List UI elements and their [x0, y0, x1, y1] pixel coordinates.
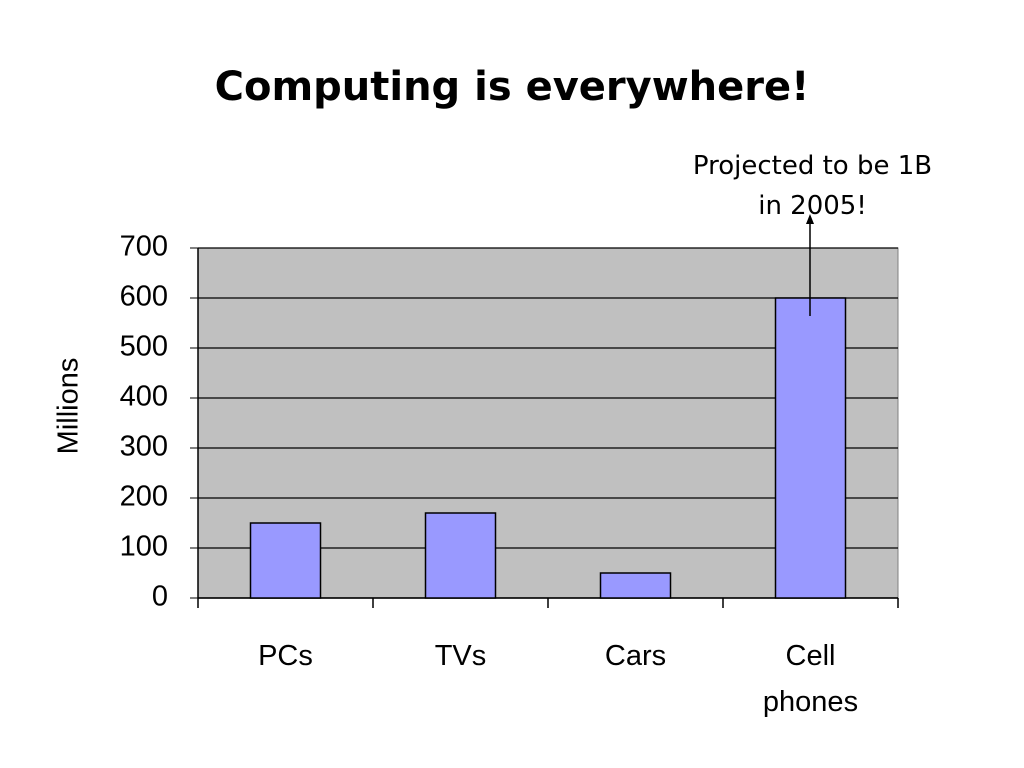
chart-title: Computing is everywhere! — [214, 64, 810, 110]
y-tick-label: 200 — [120, 481, 168, 513]
x-tick-label: TVs — [434, 640, 487, 672]
x-tick-label: PCs — [258, 640, 313, 672]
x-tick-label: Cars — [604, 640, 667, 672]
annotation: Projected to be 1B in 2005! — [692, 151, 933, 221]
bar — [249, 522, 322, 599]
bar — [774, 297, 847, 599]
y-tick-label: 500 — [120, 331, 168, 363]
y-tick-label: 700 — [120, 231, 168, 263]
y-tick-label: 0 — [152, 581, 168, 613]
x-tick-label: Cell phones — [762, 640, 859, 718]
bar — [599, 572, 672, 599]
bar — [424, 512, 497, 599]
y-tick-label: 300 — [120, 431, 168, 463]
y-tick-label: 400 — [120, 381, 168, 413]
y-tick-label: 100 — [120, 531, 168, 563]
y-tick-label: 600 — [120, 281, 168, 313]
arrow-head — [806, 214, 814, 224]
y-axis-label: Millions — [53, 358, 85, 455]
